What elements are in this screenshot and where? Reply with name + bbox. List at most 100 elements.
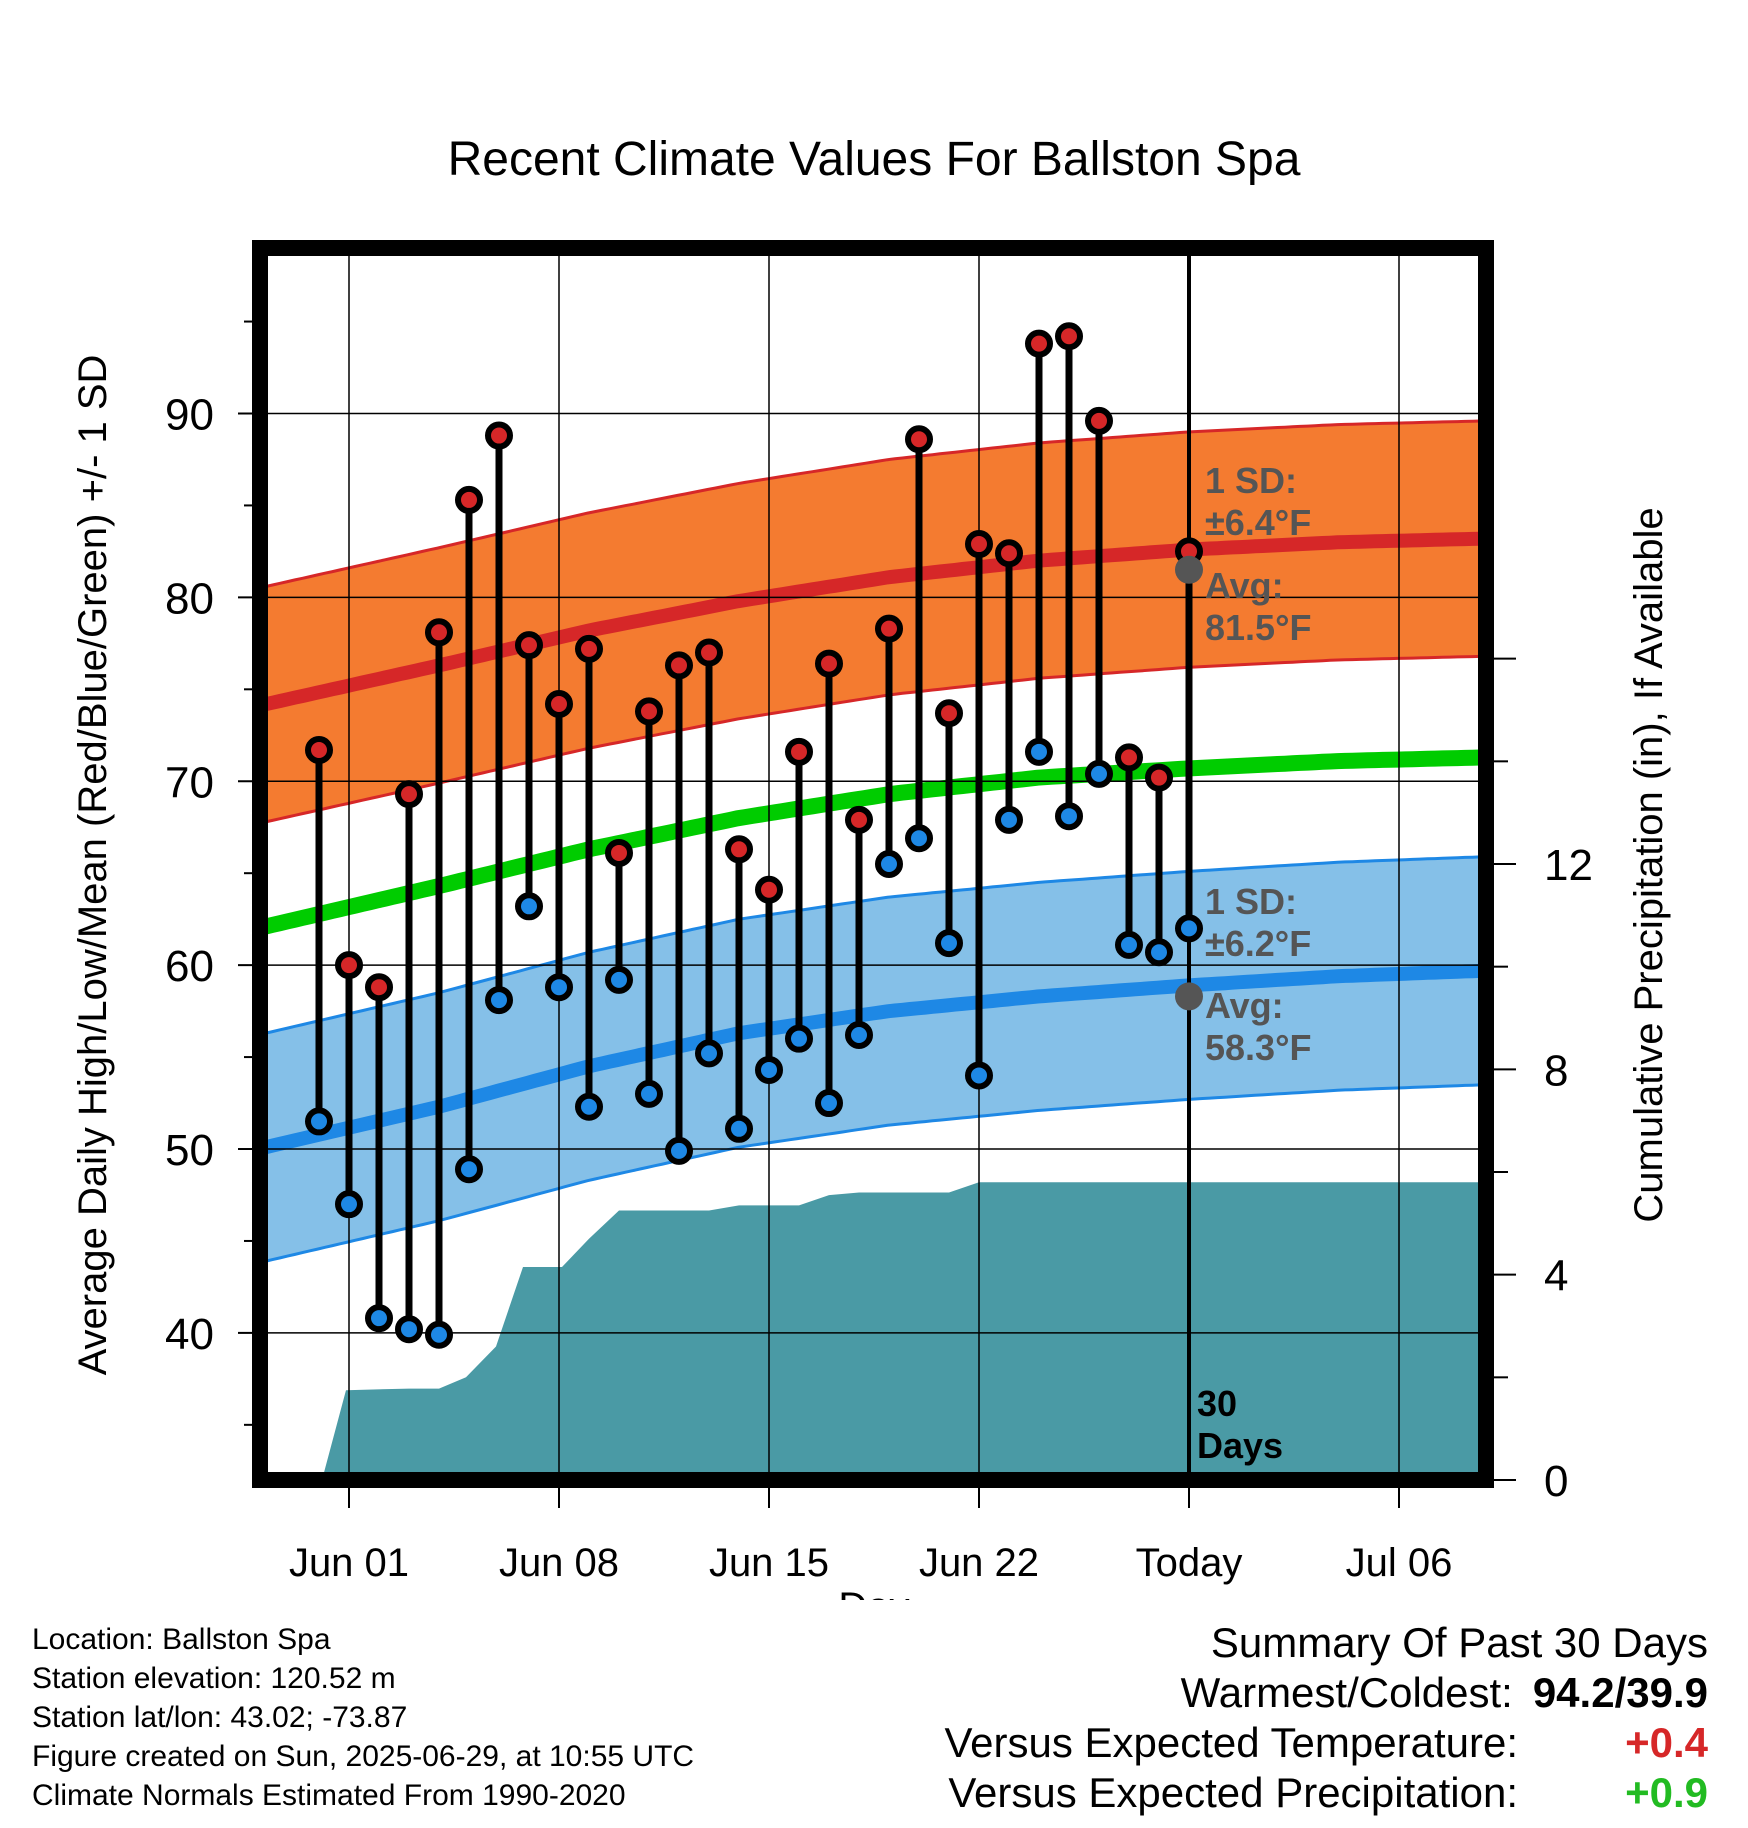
summary-temp-row: Versus Expected Temperature: +0.4: [944, 1718, 1708, 1768]
daily-low-point: [1145, 938, 1173, 967]
daily-high-point: [545, 690, 573, 719]
daily-low-point: [335, 1190, 363, 1219]
daily-low-point: [905, 824, 933, 853]
daily-high-point: [905, 425, 933, 454]
plot-frame: [252, 240, 1494, 1488]
daily-low-point: [785, 1024, 813, 1053]
daily-low-point: [665, 1136, 693, 1165]
precip-label: Versus Expected Precipitation:: [948, 1769, 1518, 1816]
low-sd-lower-edge: [260, 1083, 1481, 1265]
daily-low-point: [1115, 930, 1143, 959]
summary-title: Summary Of Past 30 Days: [1210, 1619, 1708, 1666]
daily-high-point: [335, 951, 363, 980]
daily-low-point: [605, 965, 633, 994]
daily-low-point: [755, 1055, 783, 1084]
precip-value: +0.9: [1625, 1769, 1708, 1816]
daily-high-point: [995, 539, 1023, 568]
daily-low-point: [1175, 914, 1203, 943]
low-avg-value: 58.3°F: [1205, 1027, 1311, 1068]
days-count-label: 30: [1197, 1383, 1237, 1424]
daily-low-point: [965, 1061, 993, 1090]
daily-high-point: [515, 631, 543, 660]
today-low-avg-dot: [1175, 982, 1203, 1011]
x-tick-label: Today: [1136, 1541, 1243, 1585]
daily-high-point: [575, 634, 603, 663]
y-tick-label: 90: [165, 390, 214, 439]
summary-warmest-row: Warmest/Coldest: 94.2/39.9: [944, 1668, 1708, 1718]
low-sd-label: 1 SD:: [1205, 881, 1297, 922]
daily-high-point: [425, 618, 453, 647]
daily-low-point: [545, 973, 573, 1002]
daily-high-point: [1085, 406, 1113, 435]
daily-high-point: [605, 838, 633, 867]
x-axis-label: Day: [838, 1585, 909, 1600]
low-avg-label: Avg:: [1205, 985, 1284, 1026]
station-latlon: Station lat/lon: 43.02; -73.87: [32, 1701, 408, 1734]
daily-low-point: [875, 850, 903, 878]
y-tick-label: 40: [165, 1310, 214, 1359]
high-avg-value: 81.5°F: [1205, 607, 1311, 648]
normals-period: Climate Normals Estimated From 1990-2020: [32, 1779, 626, 1812]
daily-high-point: [455, 485, 483, 514]
daily-low-point: [515, 892, 543, 921]
climate-chart: Recent Climate Values For Ballston Spa 1…: [71, 133, 1671, 1600]
figure-created: Figure created on Sun, 2025-06-29, at 10…: [32, 1740, 695, 1773]
daily-low-point: [1085, 759, 1113, 788]
daily-low-point: [635, 1079, 663, 1108]
high-avg-label: Avg:: [1205, 565, 1284, 606]
y2-tick-label: 8: [1544, 1046, 1568, 1095]
summary-precip-row: Versus Expected Precipitation: +0.9: [944, 1768, 1708, 1818]
low-average-line: [260, 963, 1481, 1156]
daily-high-point: [845, 805, 873, 834]
high-sd-label: 1 SD:: [1205, 460, 1297, 501]
daily-low-point: [455, 1155, 483, 1184]
x-tick-label: Jun 08: [499, 1541, 619, 1585]
daily-high-point: [1055, 322, 1083, 351]
y2-tick-label: 12: [1544, 841, 1593, 890]
daily-low-point: [365, 1304, 393, 1333]
y-tick-label: 50: [165, 1126, 214, 1175]
daily-low-point: [305, 1107, 333, 1136]
daily-high-point: [965, 530, 993, 559]
station-location: Location: Ballston Spa: [32, 1623, 331, 1656]
daily-low-point: [425, 1320, 453, 1349]
low-sd-value: ±6.2°F: [1205, 923, 1311, 964]
daily-low-point: [395, 1315, 423, 1344]
low-sd-upper-edge: [260, 855, 1481, 1037]
y-tick-label: 80: [165, 574, 214, 623]
today-high-avg-dot: [1175, 555, 1203, 584]
temp-label: Versus Expected Temperature:: [944, 1719, 1518, 1766]
daily-low-point: [845, 1021, 873, 1050]
low-sd-band: [260, 856, 1480, 1263]
daily-low-point: [1055, 802, 1083, 831]
warmest-label: Warmest/Coldest:: [1180, 1669, 1513, 1716]
y2-tick-label: 4: [1544, 1252, 1568, 1301]
x-tick-label: Jun 15: [709, 1541, 829, 1585]
daily-high-point: [395, 780, 423, 809]
daily-low-point: [725, 1114, 753, 1143]
y-tick-label: 60: [165, 942, 214, 991]
daily-low-point: [995, 805, 1023, 834]
daily-high-point: [665, 651, 693, 680]
high-sd-lower-edge: [260, 654, 1481, 825]
y-axis-label: Average Daily High/Low/Mean (Red/Blue/Gr…: [71, 355, 115, 1376]
temp-value: +0.4: [1625, 1719, 1708, 1766]
station-info: Location: Ballston Spa Station elevation…: [32, 1620, 694, 1815]
high-sd-upper-edge: [260, 419, 1481, 590]
daily-high-point: [935, 699, 963, 728]
high-sd-band: [260, 421, 1480, 824]
y2-axis-label: Cumulative Precipitation (in), If Availa…: [1627, 507, 1671, 1222]
mean-average-line: [260, 749, 1481, 937]
daily-high-point: [635, 697, 663, 726]
daily-high-point: [725, 835, 753, 864]
x-tick-label: Jun 22: [919, 1541, 1039, 1585]
daily-low-point: [1025, 737, 1053, 766]
daily-high-point: [365, 973, 393, 1002]
y2-tick-label: 0: [1544, 1457, 1568, 1506]
precipitation-area: [322, 1182, 1486, 1480]
daily-high-point: [815, 649, 843, 678]
daily-low-point: [935, 929, 963, 958]
daily-high-point: [485, 421, 513, 450]
daily-high-point: [1145, 763, 1173, 792]
